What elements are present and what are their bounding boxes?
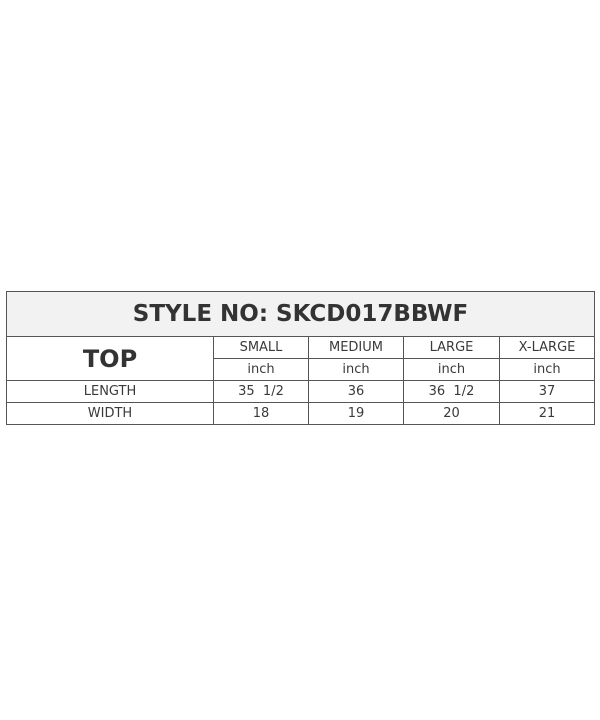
unit-cell: inch xyxy=(498,358,596,381)
value-cell: 19 xyxy=(308,402,404,425)
value-cell: 18 xyxy=(213,402,309,425)
category-label: TOP xyxy=(6,336,214,381)
unit-cell: inch xyxy=(403,358,500,381)
table-row-width: WIDTH 18 19 20 21 xyxy=(6,402,596,425)
value-cell: 36 xyxy=(308,380,404,403)
value-cell: 37 xyxy=(498,380,596,403)
row-label: WIDTH xyxy=(6,402,214,425)
size-header: X-LARGE xyxy=(498,336,596,359)
style-number-title: STYLE NO: SKCD017BBWF xyxy=(5,291,596,337)
unit-cell: inch xyxy=(308,358,404,381)
size-header: SMALL xyxy=(213,336,309,359)
size-header: MEDIUM xyxy=(308,336,404,359)
size-header: LARGE xyxy=(403,336,500,359)
value-cell: 36 1/2 xyxy=(403,380,500,403)
value-cell: 20 xyxy=(403,402,500,425)
value-cell: 35 1/2 xyxy=(213,380,309,403)
unit-cell: inch xyxy=(213,358,309,381)
table-row-length: LENGTH 35 1/2 36 36 1/2 37 xyxy=(6,380,596,403)
size-chart-table: STYLE NO: SKCD017BBWF TOP SMALL MEDIUM L… xyxy=(5,291,596,425)
value-cell: 21 xyxy=(498,402,596,425)
row-label: LENGTH xyxy=(6,380,214,403)
